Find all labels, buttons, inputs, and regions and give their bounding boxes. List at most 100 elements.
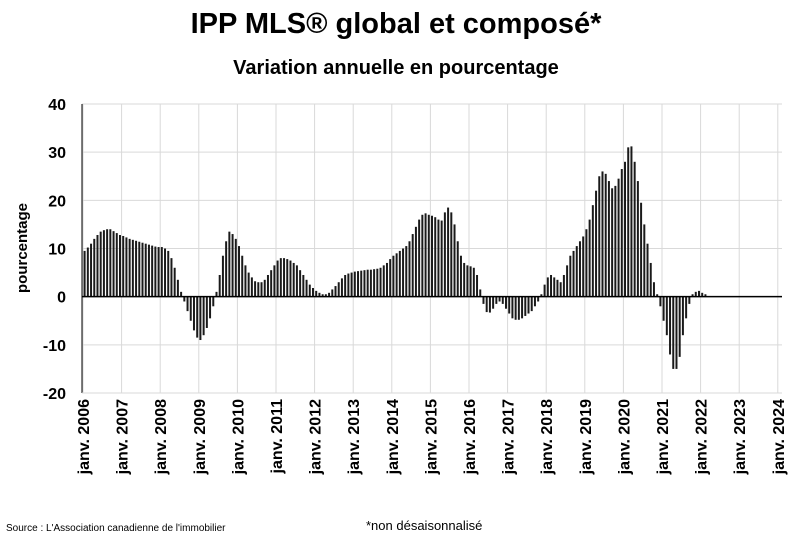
x-tick-label: janv. 2010	[230, 399, 247, 475]
bar	[183, 296, 186, 302]
bar	[440, 220, 443, 297]
bar	[575, 246, 578, 297]
bar	[347, 273, 350, 297]
x-tick-label: janv. 2023	[732, 399, 749, 475]
bar	[302, 274, 305, 297]
bar	[276, 260, 279, 297]
bar	[363, 270, 366, 297]
bar	[656, 294, 659, 297]
bar	[125, 237, 128, 297]
bar	[466, 265, 469, 297]
bar	[99, 231, 102, 297]
bar	[202, 296, 205, 336]
bar	[231, 234, 234, 297]
bar	[324, 294, 327, 297]
bar	[160, 247, 163, 297]
bar	[254, 281, 257, 297]
bar	[472, 267, 475, 297]
bar	[617, 178, 620, 297]
bar	[295, 265, 298, 297]
bar	[350, 272, 353, 297]
x-tick-label: janv. 2022	[694, 399, 711, 475]
bar	[402, 248, 405, 297]
bar	[665, 296, 668, 336]
bar	[138, 241, 141, 297]
bar	[601, 171, 604, 297]
bar	[678, 296, 681, 357]
bar	[611, 188, 614, 297]
bar	[566, 265, 569, 297]
bar	[357, 271, 360, 297]
bar	[595, 190, 598, 297]
chart-title: IPP MLS® global et composé*	[190, 8, 602, 40]
bar	[244, 265, 247, 297]
bar	[492, 296, 495, 309]
bar	[521, 296, 524, 319]
bar	[443, 212, 446, 297]
bar	[652, 282, 655, 297]
bar	[640, 202, 643, 297]
bar	[447, 207, 450, 297]
bar	[196, 296, 199, 338]
bar	[376, 268, 379, 297]
tick-labels: -20 -10 0 10 20 30 40 janv. 2006 janv. 2007 janv.…	[43, 97, 788, 475]
bar	[517, 296, 520, 320]
bar	[344, 274, 347, 297]
bar	[389, 259, 392, 297]
bar	[453, 224, 456, 297]
x-tick-label: janv. 2011	[269, 399, 286, 475]
x-tick-label: janv. 2019	[578, 399, 595, 475]
bar	[504, 296, 507, 309]
bar	[337, 282, 340, 297]
bar	[649, 262, 652, 297]
bar	[533, 296, 536, 307]
bar	[537, 296, 540, 302]
bars	[83, 146, 707, 369]
x-tick-label: janv. 2015	[423, 399, 440, 475]
bar	[556, 279, 559, 297]
bar	[96, 235, 99, 297]
bar	[192, 296, 195, 331]
footnote: *non désaisonnalisé	[366, 518, 483, 533]
x-tick-label: janv. 2017	[501, 399, 518, 475]
bar	[659, 296, 662, 307]
bar	[685, 296, 688, 319]
bar	[421, 214, 424, 297]
bar	[669, 296, 672, 355]
bar	[167, 250, 170, 297]
bar	[154, 246, 157, 297]
bar	[292, 262, 295, 297]
bar	[501, 296, 504, 304]
bar	[180, 291, 183, 297]
bar	[427, 214, 430, 297]
y-tick-label: 40	[48, 97, 66, 114]
bar	[366, 269, 369, 297]
y-tick-label: 30	[48, 145, 66, 162]
bar	[476, 274, 479, 297]
bar	[241, 255, 244, 297]
bar	[250, 277, 253, 297]
y-tick-label: 0	[57, 290, 66, 307]
bar	[122, 235, 125, 297]
bar	[83, 250, 86, 297]
bar	[86, 247, 89, 297]
bar	[691, 294, 694, 297]
chart-subtitle: Variation annuelle en pourcentage	[233, 57, 559, 79]
bar	[186, 296, 189, 312]
bar	[424, 213, 427, 297]
bar	[286, 259, 289, 297]
bar	[469, 266, 472, 297]
bar	[147, 244, 150, 297]
bar	[418, 219, 421, 297]
bar	[411, 234, 414, 297]
bar	[591, 205, 594, 297]
bar	[382, 265, 385, 297]
bar	[495, 296, 498, 304]
bar	[559, 282, 562, 297]
bar	[112, 231, 115, 297]
bar	[530, 296, 533, 312]
bar	[299, 270, 302, 297]
x-tick-label: janv. 2018	[539, 399, 556, 475]
x-tick-label: janv. 2006	[76, 399, 93, 475]
